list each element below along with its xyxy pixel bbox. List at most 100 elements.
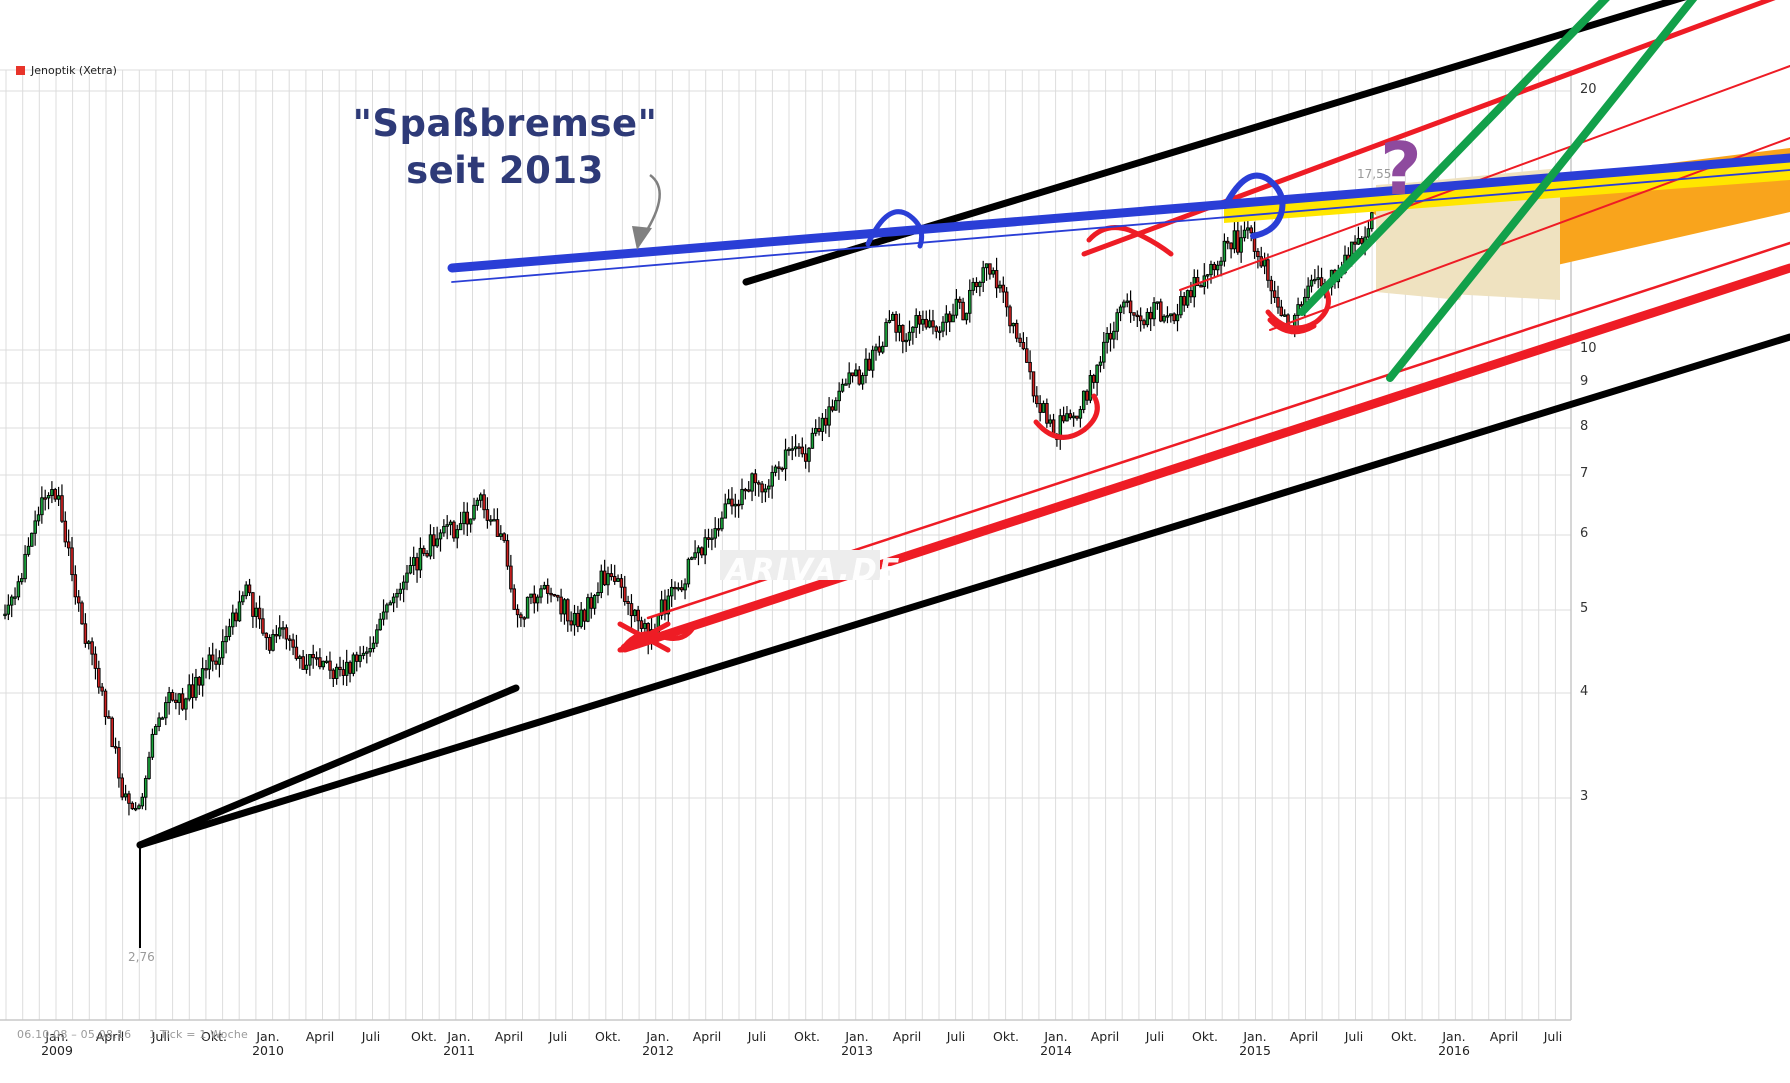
candlestick bbox=[753, 473, 758, 484]
candlestick bbox=[452, 521, 456, 539]
candlestick bbox=[545, 584, 550, 594]
candlestick bbox=[422, 547, 426, 554]
x-tick-month: April bbox=[1489, 1029, 1519, 1044]
y-axis-tick-3: 3 bbox=[1580, 789, 1589, 804]
candlestick bbox=[743, 488, 748, 492]
candlestick bbox=[981, 267, 985, 283]
candlestick bbox=[1239, 237, 1243, 253]
candlestick bbox=[324, 660, 329, 663]
candlestick bbox=[9, 596, 14, 606]
candlestick bbox=[509, 565, 513, 590]
candlestick bbox=[371, 642, 376, 649]
candlestick bbox=[465, 511, 470, 525]
candlestick bbox=[864, 358, 868, 376]
x-axis-tick: April bbox=[879, 1030, 935, 1044]
candlestick bbox=[331, 669, 336, 679]
candlestick bbox=[401, 581, 406, 590]
x-axis-tick: Jan. 2009 bbox=[29, 1030, 85, 1058]
x-tick-month: Jan. bbox=[256, 1029, 280, 1044]
candlestick bbox=[1128, 300, 1133, 314]
candlestick bbox=[66, 541, 71, 549]
red-resistance-thin bbox=[1179, 65, 1790, 291]
candlestick bbox=[277, 627, 282, 637]
candlestick bbox=[824, 417, 828, 426]
candlestick bbox=[773, 466, 778, 473]
candlestick bbox=[23, 553, 27, 580]
low-price-label: 2,76 bbox=[128, 950, 155, 964]
candlestick bbox=[525, 596, 530, 619]
candlestick bbox=[1179, 296, 1183, 316]
candlestick bbox=[194, 676, 198, 698]
candlestick bbox=[612, 576, 617, 582]
candlestick bbox=[133, 807, 138, 811]
candlestick bbox=[432, 534, 436, 547]
candlestick bbox=[482, 494, 486, 511]
candlestick bbox=[666, 595, 671, 615]
x-tick-month: April bbox=[1289, 1029, 1319, 1044]
x-tick-year: 2012 bbox=[642, 1043, 674, 1058]
candlestick bbox=[730, 498, 734, 507]
candlestick bbox=[231, 612, 235, 628]
candlestick bbox=[1199, 285, 1203, 288]
candlestick bbox=[210, 654, 215, 662]
candlestick bbox=[904, 339, 908, 343]
candlestick bbox=[522, 617, 527, 620]
candlestick bbox=[489, 519, 493, 522]
candlestick bbox=[736, 503, 741, 507]
black-channel-low-tail bbox=[136, 684, 520, 849]
x-tick-month: Jan. bbox=[447, 1029, 471, 1044]
candlestick bbox=[1112, 330, 1116, 340]
candlestick bbox=[63, 520, 68, 543]
candlestick bbox=[813, 428, 818, 434]
candlestick bbox=[475, 499, 480, 506]
x-axis-tick: Juli bbox=[530, 1030, 586, 1044]
candlestick-series[interactable] bbox=[3, 211, 1374, 816]
x-axis-tick: Okt. bbox=[1376, 1030, 1432, 1044]
x-axis-tick: April bbox=[292, 1030, 348, 1044]
watermark-backdrop bbox=[720, 550, 880, 580]
candlestick bbox=[934, 326, 939, 332]
x-tick-year: 2011 bbox=[443, 1043, 475, 1058]
candlestick bbox=[720, 517, 724, 530]
candlestick bbox=[301, 656, 305, 670]
statusbar-tick-info: 1 Tick = 1 Woche bbox=[148, 1028, 248, 1041]
candlestick bbox=[1215, 264, 1220, 271]
candlestick bbox=[164, 702, 168, 719]
candlestick bbox=[1172, 313, 1176, 322]
x-axis-tick: Okt. bbox=[779, 1030, 835, 1044]
candlestick bbox=[1353, 241, 1357, 245]
candlestick bbox=[576, 612, 580, 627]
candlestick bbox=[405, 572, 409, 583]
candlestick bbox=[830, 406, 835, 411]
candlestick bbox=[385, 604, 389, 613]
x-axis-tick: April bbox=[1476, 1030, 1532, 1044]
candlestick bbox=[6, 604, 11, 615]
candlestick bbox=[351, 654, 356, 674]
candlestick bbox=[50, 489, 54, 496]
candlestick bbox=[445, 524, 449, 527]
candlestick bbox=[184, 698, 188, 710]
candlestick bbox=[596, 592, 600, 596]
candlestick bbox=[1165, 315, 1170, 318]
candlestick bbox=[1135, 314, 1140, 318]
candlestick bbox=[110, 717, 114, 748]
candlestick bbox=[1246, 227, 1250, 231]
candlestick bbox=[1031, 371, 1036, 397]
candlestick bbox=[281, 627, 285, 630]
candlestick bbox=[140, 796, 145, 807]
candlestick bbox=[914, 315, 918, 328]
candlestick bbox=[381, 611, 386, 620]
candlestick bbox=[458, 523, 463, 531]
x-tick-month: Juli bbox=[151, 1029, 171, 1044]
candlestick bbox=[1088, 375, 1093, 401]
candlestick bbox=[988, 263, 992, 275]
candlestick bbox=[187, 684, 191, 700]
candlestick bbox=[1014, 322, 1019, 339]
candlestick bbox=[241, 595, 245, 603]
legend-color-swatch bbox=[16, 66, 25, 75]
y-axis-tick-4: 4 bbox=[1580, 684, 1589, 699]
candlestick bbox=[693, 552, 697, 559]
candlestick bbox=[1356, 238, 1361, 245]
candlestick bbox=[1219, 260, 1223, 266]
